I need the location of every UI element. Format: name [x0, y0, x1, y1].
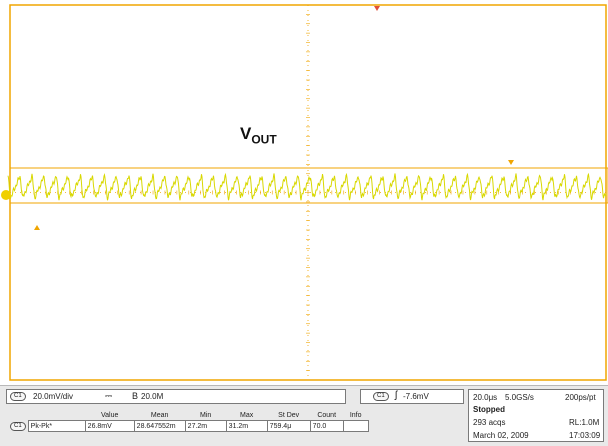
- timebase-box[interactable]: 20.0μs 5.0GS/s 200ps/pt Stopped 293 acqs…: [468, 389, 604, 442]
- header-min: Min: [200, 411, 212, 419]
- channel-ground-marker[interactable]: [1, 190, 11, 200]
- header-stdev: St Dev: [278, 411, 300, 419]
- header-value: Value: [100, 411, 119, 419]
- measurement-name: Pk-Pk*: [27, 420, 86, 432]
- waveform-trace: [7, 172, 607, 201]
- acquisition-count: 293 acqs: [473, 418, 506, 427]
- channel-settings-box[interactable]: C1 20.0mV/div ⎓ B 20.0M: [6, 389, 346, 404]
- measurement-table: Value Mean Min Max St Dev Count Info C1 …: [8, 410, 369, 432]
- signal-label: VOUT: [240, 124, 277, 147]
- table-row[interactable]: C1 Pk-Pk* 26.8mV 28.647552m 27.2m 31.2m …: [8, 420, 369, 432]
- measurement-stdev: 759.4μ: [266, 420, 311, 432]
- trigger-settings-box[interactable]: C1 ʃ -7.6mV: [360, 389, 464, 404]
- header-max: Max: [240, 411, 254, 419]
- header-info: Info: [349, 411, 362, 419]
- resolution: 200ps/pt: [565, 393, 596, 402]
- bandwidth-limit: 20.0M: [141, 392, 164, 401]
- measurement-value: 26.8mV: [84, 420, 135, 432]
- trigger-source-badge: C1: [373, 392, 389, 401]
- measurement-max: 31.2m: [225, 420, 268, 432]
- bandwidth-icon: B: [132, 391, 139, 401]
- rising-edge-icon: ʃ: [395, 390, 398, 401]
- capture-time: 17:03:09: [569, 431, 601, 440]
- waveform-area: [1, 4, 608, 381]
- measurement-count: 70.0: [309, 420, 344, 432]
- measurement-header-row: Value Mean Min Max St Dev Count Info: [8, 410, 368, 421]
- channel-badge: C1: [10, 392, 26, 401]
- graticule: [9, 4, 607, 381]
- sample-rate: 5.0GS/s: [505, 393, 534, 402]
- horizontal-scale: 20.0μs: [473, 393, 498, 402]
- trigger-level: -7.6mV: [403, 392, 429, 401]
- trigger-position-marker: [374, 6, 380, 11]
- acquisition-status: Stopped: [473, 405, 505, 414]
- cursor-marker: [34, 225, 40, 230]
- header-count: Count: [317, 411, 337, 419]
- measurement-channel-badge: C1: [10, 421, 26, 431]
- header-mean: Mean: [150, 411, 169, 419]
- measurement-info: [342, 420, 369, 432]
- measurement-min: 27.2m: [184, 420, 227, 432]
- cursor-band: [9, 167, 608, 204]
- capture-date: March 02, 2009: [473, 431, 529, 440]
- scope-display: VOUT: [1, 4, 608, 381]
- vertical-scale: 20.0mV/div: [33, 392, 74, 401]
- measurement-mean: 28.647552m: [133, 420, 186, 432]
- dc-coupling-icon: ⎓: [105, 391, 113, 401]
- record-length: RL:1.0M: [569, 418, 600, 427]
- trigger-level-marker: [508, 160, 514, 165]
